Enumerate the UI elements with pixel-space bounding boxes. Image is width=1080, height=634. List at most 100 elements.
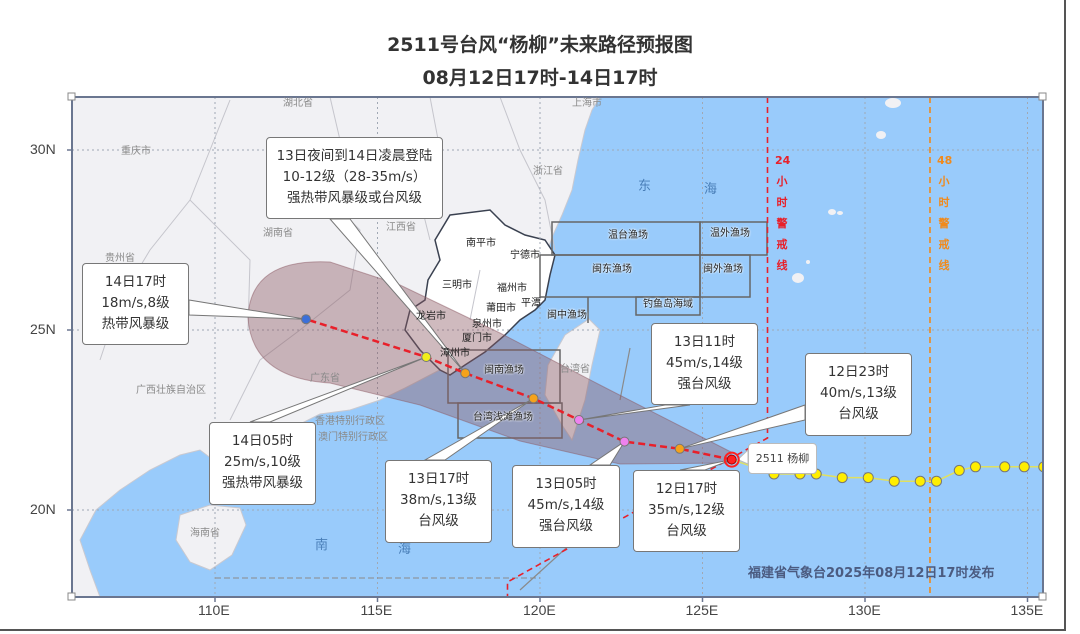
forecast-point — [674, 443, 685, 454]
callout-line: 强热带风暴级 — [222, 475, 303, 491]
forecast-callout: 14日05时 25m/s,10级 强热带风暴级 — [209, 422, 316, 505]
province-label: 海南省 — [190, 528, 220, 539]
province-label: 湖南省 — [263, 228, 293, 239]
fishing-ground-label: 温外渔场 — [710, 228, 750, 239]
past-track-point — [1038, 461, 1043, 473]
warning-label-text: 警 — [938, 217, 950, 230]
province-label: 贵州省 — [105, 253, 135, 264]
past-track-point — [953, 464, 965, 476]
city-label: 平潭 — [521, 298, 541, 309]
city-label: 龙岩市 — [416, 311, 446, 322]
callout-line: 14日17时 — [104, 274, 167, 290]
lon-tick-label: 130E — [848, 602, 881, 618]
callout-line: 12日17时 — [655, 481, 718, 497]
city-label: 宁德市 — [510, 250, 540, 261]
callout-line: 45m/s,14级 — [666, 355, 743, 371]
warning-label-text: 24 — [775, 154, 791, 167]
callout-line: 台风级 — [418, 513, 459, 529]
sea-label: 海 — [398, 542, 412, 557]
forecast-callout: 13日17时 38m/s,13级 台风级 — [385, 460, 492, 543]
province-label: 上海市 — [572, 98, 602, 109]
fishing-ground-label: 温台渔场 — [608, 230, 648, 241]
forecast-callout: 13日11时 45m/s,14级 强台风级 — [651, 323, 758, 405]
warning-label-text: 小 — [938, 175, 950, 188]
current-position-ring — [723, 451, 740, 468]
fishing-ground-label: 闽中渔场 — [547, 310, 587, 321]
forecast-point — [421, 352, 432, 362]
city-label: 三明市 — [442, 280, 472, 291]
city-label: 莆田市 — [486, 303, 516, 314]
callout-line: 18m/s,8级 — [101, 295, 170, 311]
ryukyu-islands — [792, 98, 901, 283]
lat-tick-label: 30N — [30, 141, 56, 157]
callout-line: 13日11时 — [673, 334, 736, 350]
map-title: 2511号台风“杨柳”未来路径预报图 — [387, 34, 693, 56]
city-label: 厦门市 — [462, 333, 492, 344]
callout-line: 13日05时 — [535, 476, 597, 492]
forecast-point — [619, 436, 630, 447]
warning-label-text: 警 — [776, 217, 788, 230]
city-label: 漳州市 — [440, 348, 470, 359]
sea-label: 南 — [315, 538, 329, 553]
callout-line: 台风级 — [666, 523, 707, 539]
axis-ticks — [67, 149, 1029, 602]
fishing-ground-label: 闽外渔场 — [703, 264, 743, 275]
lat-tick-label: 20N — [30, 501, 56, 517]
province-label: 浙江省 — [533, 166, 563, 177]
province-label: 台湾省 — [560, 364, 590, 375]
fishing-ground-label: 台湾浅滩渔场 — [473, 412, 533, 423]
sea-label: 东 — [638, 179, 652, 194]
past-track-point — [914, 475, 926, 487]
province-label: 重庆市 — [121, 146, 151, 157]
fishing-ground-label: 闽东渔场 — [592, 264, 632, 275]
warning-label-text: 戒 — [938, 238, 950, 251]
24h-warning-line — [506, 97, 769, 597]
forecast-callout: 13日05时 45m/s,14级 强台风级 — [512, 465, 620, 548]
province-label: 广东省 — [310, 373, 340, 384]
callout-line: 10-12级（28-35m/s） — [282, 169, 427, 185]
callout-pointer — [328, 218, 466, 374]
callout-line: 强热带风暴级或台风级 — [287, 190, 422, 206]
forecast-cone — [247, 261, 732, 465]
past-track-point — [888, 475, 900, 487]
fishing-ground-label: 闽南渔场 — [484, 365, 524, 376]
hainan-island — [175, 504, 247, 571]
lon-tick-label: 120E — [523, 602, 556, 618]
province-label: 澳门特别行政区 — [318, 432, 388, 443]
warning-label-text: 线 — [776, 259, 788, 272]
province-label: 广西壮族自治区 — [136, 385, 206, 396]
lon-tick-label: 115E — [360, 602, 393, 618]
corner-handles — [67, 92, 1047, 601]
past-track-points — [768, 461, 1043, 487]
callout-line: 强台风级 — [539, 518, 593, 534]
forecast-point — [460, 368, 471, 379]
callout-pointers — [188, 218, 806, 471]
callout-line: 13日17时 — [407, 471, 470, 487]
past-track-point — [999, 461, 1011, 473]
warning-label-text: 线 — [938, 259, 950, 272]
publisher-note: 福建省气象台2025年08月12日17时发布 — [748, 566, 995, 581]
past-track-point — [970, 461, 981, 473]
callout-line: 25m/s,10级 — [224, 454, 301, 470]
forecast-point — [574, 415, 584, 425]
current-position-point — [726, 454, 737, 465]
warning-label-text: 48 — [937, 154, 953, 167]
lat-tick-label: 25N — [30, 321, 56, 337]
lon-tick-label: 135E — [1010, 602, 1044, 618]
map-border — [71, 96, 1044, 598]
fishing-grounds — [447, 221, 768, 439]
forecast-callout: 13日夜间到14日凌晨登陆 10-12级（28-35m/s） 强热带风暴级或台风级 — [266, 137, 443, 219]
map-subtitle: 08月12日17时-14日17时 — [422, 67, 658, 89]
callout-line: 12日23时 — [827, 364, 890, 380]
callout-line: 40m/s,13级 — [820, 385, 897, 401]
forecast-callout: 12日17时 35m/s,12级 台风级 — [633, 470, 740, 552]
callout-pointer — [578, 404, 691, 421]
callout-line: 热带风暴级 — [101, 316, 170, 332]
city-label: 南平市 — [466, 238, 496, 249]
warning-label-text: 时 — [776, 196, 788, 209]
forecast-point — [528, 393, 539, 404]
warning-label-text: 时 — [938, 196, 950, 209]
warning-label-text: 戒 — [776, 238, 788, 251]
